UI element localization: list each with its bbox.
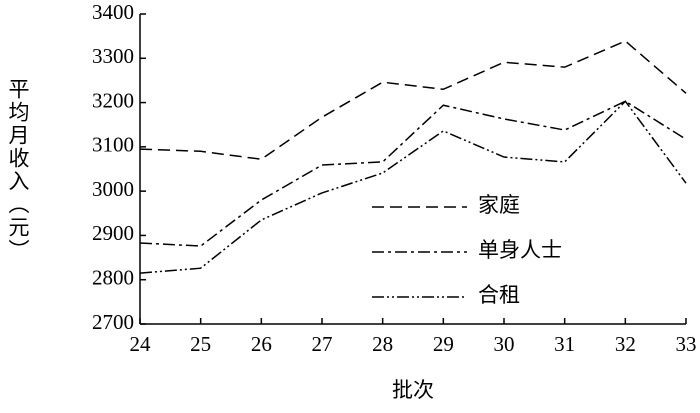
series-line: [139, 100, 687, 274]
x-tick-label: 32: [615, 332, 636, 356]
y-tick-label: 3000: [92, 177, 134, 201]
y-tick-label: 2700: [92, 310, 134, 334]
x-tick-label: 31: [554, 332, 575, 356]
y-axis-label: 平均月收入（元）: [6, 78, 30, 262]
legend-label: 合租: [478, 283, 520, 307]
x-tick-label: 33: [676, 332, 697, 356]
y-tick-label: 3400: [92, 0, 134, 24]
y-tick-label: 3200: [92, 88, 134, 112]
y-tick-label: 3300: [92, 44, 134, 68]
x-tick-label: 28: [372, 332, 393, 356]
x-tick-label: 24: [130, 332, 152, 356]
legend-label: 家庭: [478, 193, 520, 217]
y-tick-label: 3100: [92, 133, 134, 157]
x-tick-label: 26: [251, 332, 272, 356]
x-axis-label: 批次: [392, 378, 434, 402]
series-line: [139, 100, 687, 247]
x-tick-label: 29: [433, 332, 454, 356]
legend-label: 单身人士: [478, 238, 562, 262]
y-tick-label: 2900: [92, 221, 134, 245]
x-tick-label: 27: [312, 332, 333, 356]
series-line: [139, 40, 687, 161]
x-tick-label: 25: [190, 332, 211, 356]
x-tick-label: 30: [494, 332, 515, 356]
y-tick-label: 2800: [92, 266, 134, 290]
